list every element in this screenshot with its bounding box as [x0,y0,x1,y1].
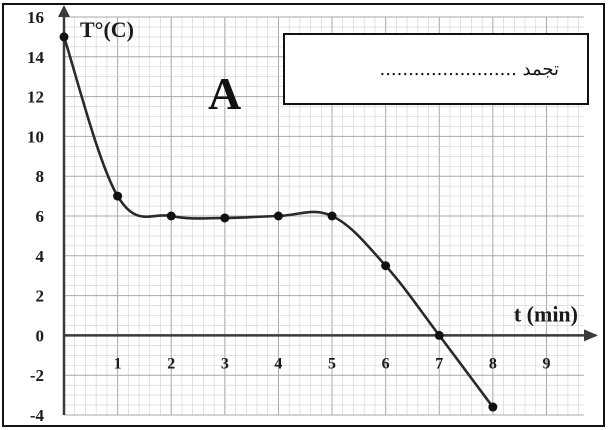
data-point [220,213,230,223]
data-point [113,191,123,201]
data-point [59,32,69,42]
x-tick-label: 7 [435,355,443,372]
x-tick-label: 4 [274,355,282,372]
x-tick-label: 8 [489,355,497,372]
x-tick-label: 5 [328,355,336,372]
y-tick-label: 12 [27,88,44,107]
y-tick-label: -2 [30,366,44,385]
panel-label: A [208,68,241,119]
y-tick-label: 14 [27,48,45,67]
x-axis-label: t (min) [514,301,578,326]
x-tick-label: 2 [167,355,175,372]
data-point [488,402,498,412]
y-tick-label: 2 [36,287,45,306]
data-point [381,261,391,271]
y-tick-label: 0 [36,326,45,345]
x-tick-label: 9 [542,355,550,372]
data-point [434,330,444,340]
y-tick-label: 6 [36,207,45,226]
y-tick-label: -4 [30,406,45,425]
y-axis-arrow [58,5,70,17]
y-tick-label: 8 [36,167,45,186]
x-tick-label: 6 [382,355,390,372]
y-tick-label: 4 [36,247,45,266]
x-tick-label: 3 [221,355,229,372]
data-points [59,32,498,412]
x-axis-arrow [584,329,598,342]
data-point [273,211,283,221]
y-tick-labels: 16 14 12 10 8 6 4 2 0 -2 -4 [27,8,45,425]
answer-text: تجمد ........................ [379,58,559,80]
y-tick-label: 10 [27,127,44,146]
answer-box[interactable]: تجمد ........................ [283,33,589,105]
x-tick-labels: 1 2 3 4 5 6 7 8 9 [114,355,551,372]
axes [58,5,598,415]
y-tick-label: 16 [27,8,44,27]
data-point [166,211,176,221]
y-axis-label: T°(C) [80,17,134,42]
data-point [327,211,337,221]
x-tick-label: 1 [114,355,122,372]
